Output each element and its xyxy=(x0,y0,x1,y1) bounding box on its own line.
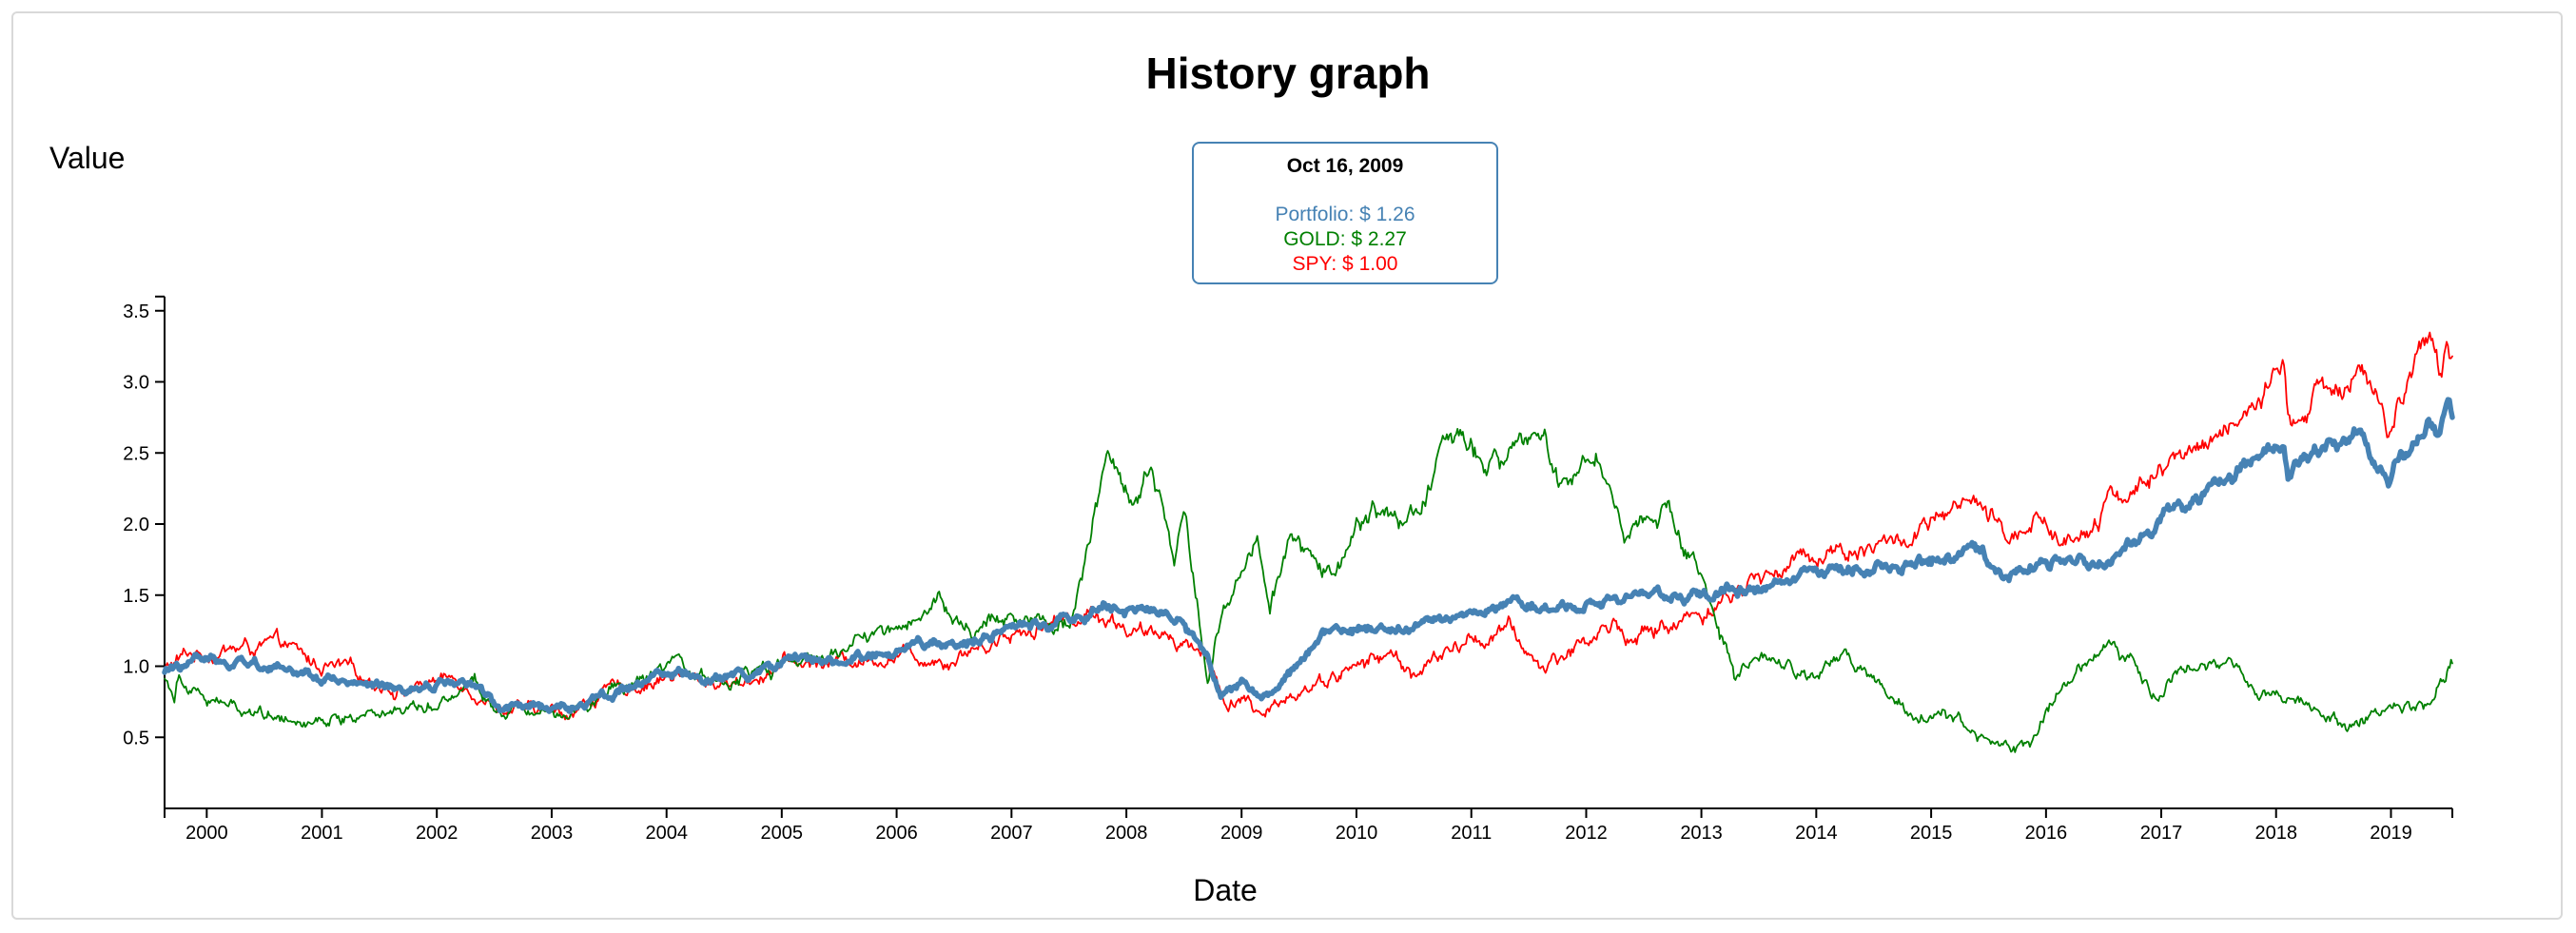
hover-tooltip: Oct 16, 2009 Portfolio: $ 1.26 GOLD: $ 2… xyxy=(1192,142,1498,284)
y-tick-label: 1.5 xyxy=(123,586,149,607)
x-tick-label: 2010 xyxy=(1336,823,1378,844)
x-tick-label: 2004 xyxy=(645,823,688,844)
x-tick-label: 2005 xyxy=(761,823,804,844)
x-tick-label: 2000 xyxy=(185,823,228,844)
tooltip-spy-value: SPY: $ 1.00 xyxy=(1292,253,1398,275)
x-tick-label: 2008 xyxy=(1105,823,1148,844)
x-tick-label: 2018 xyxy=(2254,823,2297,844)
x-tick-label: 2016 xyxy=(2025,823,2068,844)
x-axis-label: Date xyxy=(1193,873,1258,907)
x-tick-label: 2012 xyxy=(1565,823,1608,844)
tooltip-gold-value: GOLD: $ 2.27 xyxy=(1283,228,1407,250)
x-tick-label: 2019 xyxy=(2370,823,2412,844)
y-tick-label: 3.0 xyxy=(123,373,149,394)
y-tick-label: 1.0 xyxy=(123,657,149,678)
chart-title: History graph xyxy=(1145,49,1431,98)
tooltip-portfolio-value: Portfolio: $ 1.26 xyxy=(1275,204,1415,225)
x-tick-label: 2002 xyxy=(416,823,459,844)
x-tick-label: 2007 xyxy=(990,823,1033,844)
x-tick-label: 2013 xyxy=(1680,823,1723,844)
x-tick-label: 2006 xyxy=(875,823,918,844)
x-tick-label: 2009 xyxy=(1220,823,1263,844)
x-tick-label: 2014 xyxy=(1795,823,1838,844)
x-tick-label: 2003 xyxy=(531,823,574,844)
y-axis-label: Value xyxy=(49,141,126,175)
x-tick-label: 2001 xyxy=(301,823,343,844)
y-tick-label: 2.0 xyxy=(123,515,149,535)
x-tick-label: 2017 xyxy=(2140,823,2183,844)
y-tick-label: 2.5 xyxy=(123,443,149,464)
series-line-spy xyxy=(164,331,2453,721)
y-tick-label: 0.5 xyxy=(123,728,149,748)
x-tick-label: 2011 xyxy=(1451,823,1492,844)
x-tick-label: 2015 xyxy=(1910,823,1953,844)
series-line-gold xyxy=(164,428,2453,753)
tooltip-date: Oct 16, 2009 xyxy=(1286,155,1404,177)
series-line-portfolio xyxy=(162,397,2455,714)
y-tick-label: 3.5 xyxy=(123,301,149,322)
